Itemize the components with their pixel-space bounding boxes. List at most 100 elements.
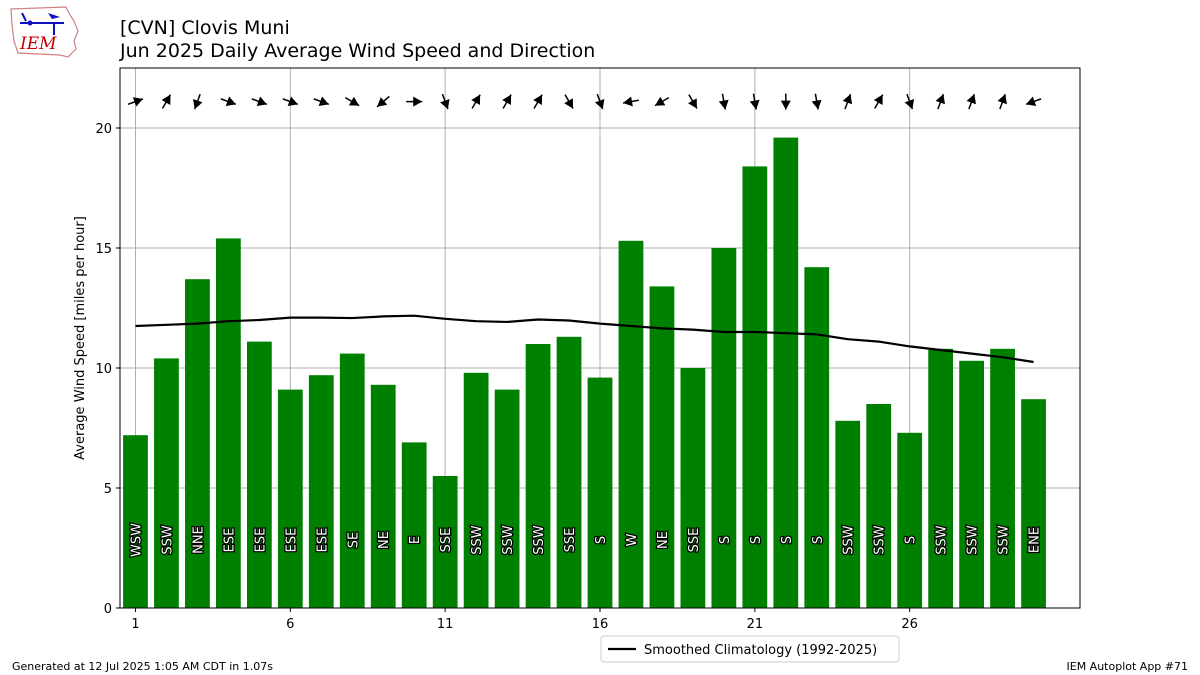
wind-arrow-day-12 [471,94,481,109]
wind-arrow-day-18 [654,96,670,107]
bar-day-13 [494,389,520,608]
wind-arrow-day-3 [193,93,203,110]
direction-label-day-2: SSW [160,525,175,555]
direction-label-day-27: SSW [935,525,950,555]
y-tick-label: 15 [95,242,112,257]
bar-day-2 [154,358,179,608]
bar-day-26 [897,432,923,608]
direction-label-day-29: SSW [997,525,1012,555]
y-tick-label: 20 [95,122,112,137]
wind-arrow-day-16 [594,93,605,110]
bar-day-20 [711,248,737,608]
wind-arrow-day-15 [564,94,574,109]
y-tick-label: 0 [104,602,112,617]
bar-day-22 [773,137,799,608]
direction-label-day-3: NNE [191,526,206,554]
bar-day-23 [804,267,830,608]
wind-arrow-day-13 [502,94,512,109]
x-tick-label: 21 [747,617,764,632]
bar-day-15 [556,336,582,608]
direction-label-day-18: NE [656,531,671,549]
direction-label-day-24: SSW [842,525,857,555]
wind-arrow-day-26 [904,93,915,110]
bar-day-29 [990,348,1015,608]
x-tick-label: 11 [437,617,454,632]
direction-label-day-9: NE [377,531,392,549]
wind-arrow-day-25 [873,94,884,109]
bar-day-12 [463,372,489,608]
direction-label-day-11: SSE [439,528,454,553]
bar-day-8 [339,353,365,608]
bar-day-30 [1021,399,1046,608]
y-axis: 0 5 10 15 20 [95,122,120,617]
footer-generated: Generated at 12 Jul 2025 1:05 AM CDT in … [12,660,273,673]
bar-day-7 [308,375,334,608]
climatology-line [135,314,1034,364]
bar-day-3 [185,279,210,608]
direction-label-day-7: ESE [315,528,330,553]
y-tick-label: 10 [95,362,112,377]
direction-label-day-22: S [780,536,795,544]
legend: Smoothed Climatology (1992-2025) [600,635,900,663]
bars [123,137,1046,609]
climatology-series [135,314,1034,364]
direction-label-day-30: ENE [1028,527,1043,553]
direction-label-day-20: S [718,536,733,544]
chart-title: [CVN] Clovis Muni [120,17,290,39]
wind-arrow-day-28 [966,93,976,110]
wind-arrow-day-29 [997,93,1007,110]
x-tick-label: 26 [901,617,918,632]
iem-logo-icon: IEM [10,6,79,58]
bar-day-19 [680,368,706,608]
direction-label-day-12: SSW [470,525,485,555]
direction-labels: WSW SSW NNE ESE ESE ESE ESE SE NE E SSE SSW SSW SSW SS… [128,522,1044,559]
direction-label-day-10: E [408,536,423,544]
wind-arrow-day-21 [749,93,760,110]
bar-day-27 [928,348,954,608]
wind-arrows [127,93,1042,110]
wind-arrow-day-20 [718,93,729,110]
y-axis-label: Average Wind Speed [miles per hour] [73,216,88,460]
x-tick-label: 16 [592,617,609,632]
wind-arrow-day-17 [622,96,639,107]
wind-arrow-day-8 [344,96,360,107]
x-tick-label: 6 [286,617,294,632]
wind-arrow-day-30 [1025,96,1042,106]
legend-label: Smoothed Climatology (1992-2025) [644,643,877,658]
wind-arrow-day-19 [688,94,698,109]
bar-day-28 [959,360,984,608]
wind-arrow-day-14 [533,94,543,109]
bar-day-17 [618,240,644,609]
wind-arrow-day-24 [842,93,853,110]
bar-day-9 [370,384,396,608]
wind-arrow-day-2 [161,94,172,109]
direction-label-day-1: WSW [129,523,144,557]
bar-day-10 [401,442,427,608]
x-tick-label: 1 [131,617,139,632]
direction-label-day-28: SSW [966,525,981,555]
wind-arrow-day-4 [220,96,237,106]
bar-day-6 [277,389,303,608]
wind-arrow-day-7 [313,96,330,106]
direction-label-day-23: S [811,536,826,544]
bar-day-1 [123,435,148,608]
direction-label-day-21: S [749,536,764,544]
footer-app: IEM Autoplot App #71 [1066,660,1189,673]
direction-label-day-13: SSW [501,525,516,555]
y-tick-label: 5 [104,482,112,497]
bar-day-14 [525,344,551,608]
bar-day-11 [432,476,458,608]
x-axis: 1 6 11 16 21 26 [131,608,918,632]
wind-arrow-day-5 [251,96,268,106]
direction-label-day-14: SSW [532,525,547,555]
bar-day-18 [649,286,675,608]
direction-label-day-8: SE [346,532,361,548]
wind-arrow-day-22 [780,93,791,110]
wind-arrow-day-11 [440,93,450,110]
direction-label-day-25: SSW [873,525,888,555]
wind-arrow-day-1 [127,97,144,107]
direction-label-day-17: W [625,533,640,546]
logo-text: IEM [19,34,57,54]
direction-label-day-15: SSE [563,528,578,553]
